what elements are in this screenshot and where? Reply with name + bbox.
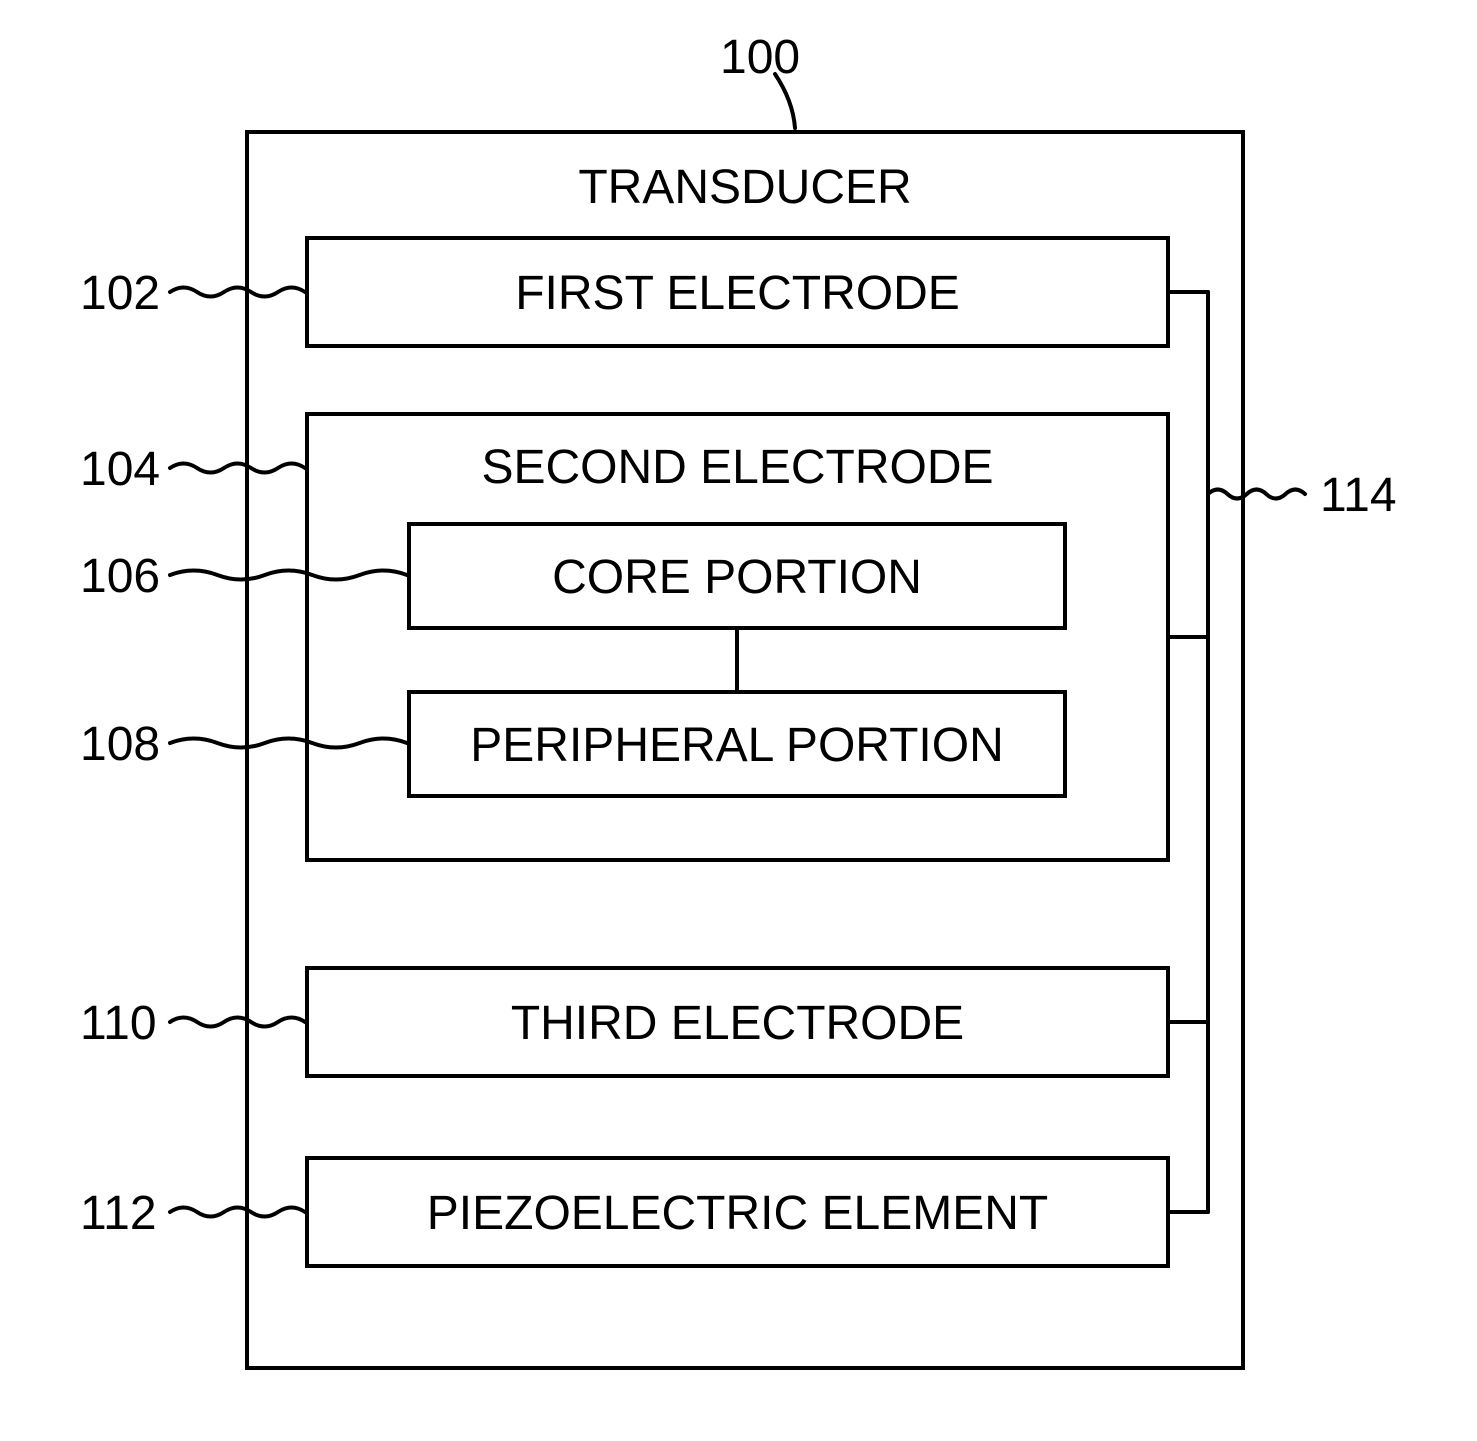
transducer-title: TRANSDUCER <box>245 160 1245 215</box>
label-106: 106 <box>80 549 160 604</box>
label-112: 112 <box>80 1186 157 1241</box>
first-electrode-text: FIRST ELECTRODE <box>305 266 1170 321</box>
core-portion-text: CORE PORTION <box>407 550 1067 605</box>
second-electrode-text: SECOND ELECTRODE <box>305 440 1170 495</box>
label-108: 108 <box>80 717 160 772</box>
label-102: 102 <box>80 266 160 321</box>
peripheral-portion-text: PERIPHERAL PORTION <box>407 718 1067 773</box>
label-110: 110 <box>80 996 157 1051</box>
label-114: 114 <box>1320 468 1397 523</box>
diagram-canvas: 100 TRANSDUCER FIRST ELECTRODE 102 SECON… <box>0 0 1477 1441</box>
top-label-100: 100 <box>720 30 800 85</box>
piezoelectric-element-text: PIEZOELECTRIC ELEMENT <box>305 1186 1170 1241</box>
third-electrode-text: THIRD ELECTRODE <box>305 996 1170 1051</box>
label-104: 104 <box>80 442 160 497</box>
